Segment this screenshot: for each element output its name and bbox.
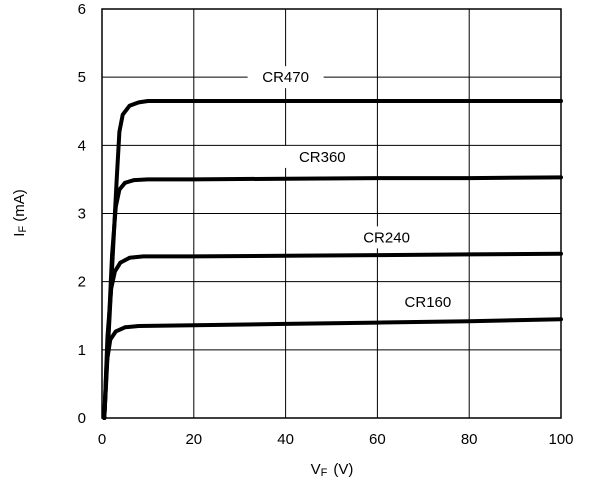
series-label-cr360: CR360 — [299, 149, 346, 166]
series-line-cr240 — [102, 251, 563, 420]
x-axis-label: VF (V) — [311, 461, 354, 479]
y-tick-label-2: 2 — [78, 274, 86, 291]
plot-frame — [101, 8, 562, 419]
tick-labels: 0 20 40 60 80 100 0 1 2 3 4 5 6 — [78, 1, 574, 448]
series-label-cr160: CR160 — [405, 294, 452, 311]
series-layer — [102, 99, 563, 420]
grid — [101, 8, 562, 419]
series-label-bg-cr470 — [247, 66, 324, 89]
series-labels: CR470 CR360 CR240 CR160 — [247, 66, 466, 314]
series-line-cr160 — [102, 317, 563, 420]
x-tick-label-3: 60 — [369, 431, 386, 448]
series-label-cr470: CR470 — [262, 69, 309, 86]
x-tick-label-5: 100 — [548, 431, 573, 448]
y-tick-label-6: 6 — [78, 1, 86, 18]
series-label-bg-cr240 — [348, 226, 425, 249]
y-axis-label: IF(mA) — [11, 189, 29, 236]
y-tick-label-3: 3 — [78, 206, 86, 223]
x-tick-label-4: 80 — [461, 431, 478, 448]
y-tick-label-0: 0 — [78, 410, 86, 427]
series-label-cr240: CR240 — [363, 229, 410, 246]
x-tick-label-0: 0 — [98, 431, 106, 448]
x-tick-label-2: 40 — [277, 431, 294, 448]
series-label-bg-cr160 — [389, 291, 466, 314]
x-tick-label-1: 20 — [185, 431, 202, 448]
y-tick-label-1: 1 — [78, 342, 86, 359]
y-tick-label-5: 5 — [78, 69, 86, 86]
y-tick-label-4: 4 — [78, 137, 86, 154]
series-label-bg-cr360 — [284, 145, 361, 168]
series-line-cr360 — [102, 175, 563, 420]
